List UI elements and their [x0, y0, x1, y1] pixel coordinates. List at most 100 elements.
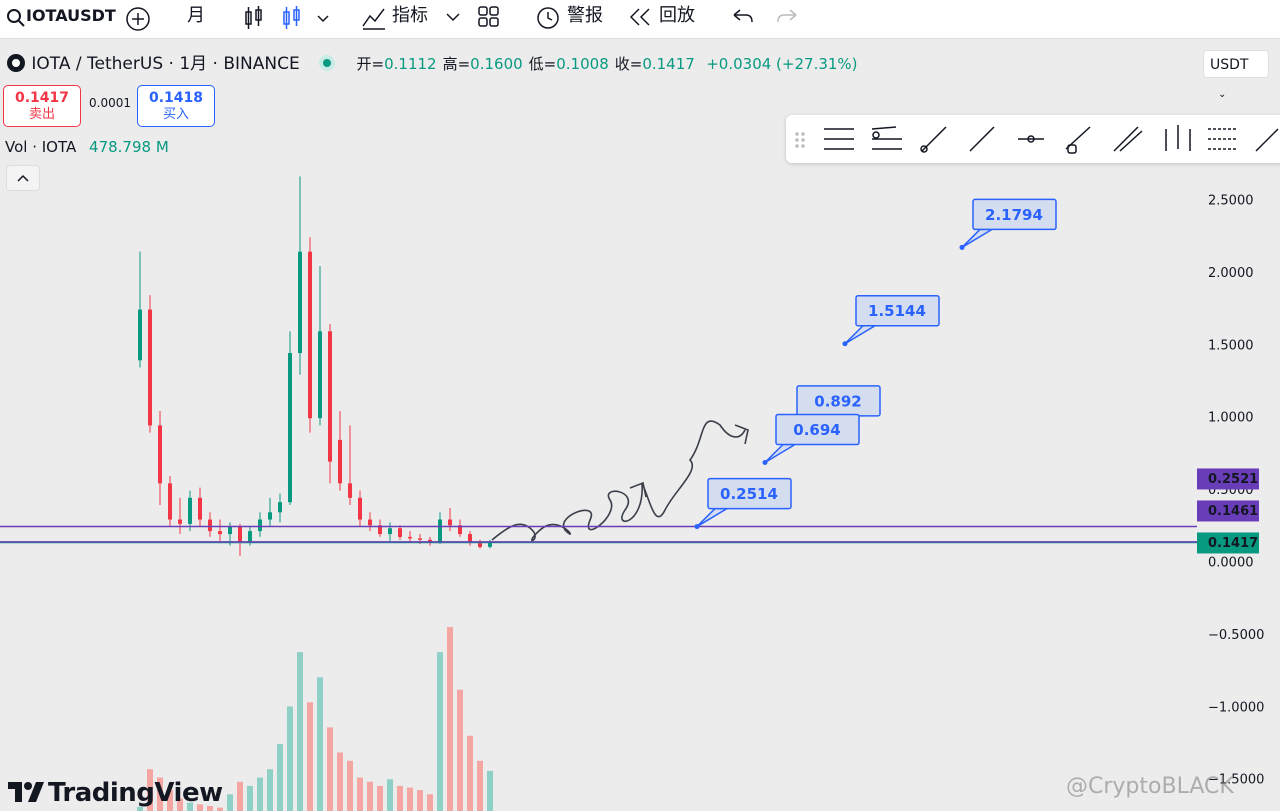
volume-bar	[447, 627, 453, 811]
volume-bar	[157, 777, 163, 811]
volume-bar	[427, 794, 433, 811]
candle-body	[388, 528, 392, 535]
volume-bar	[137, 806, 143, 811]
volume-bar	[377, 785, 383, 811]
candle-body	[248, 531, 252, 542]
market-status	[319, 55, 336, 71]
candle-body	[318, 331, 322, 419]
volume-bar	[257, 777, 263, 811]
volume-bar	[197, 804, 203, 811]
candle-body	[338, 439, 342, 484]
volume-bar	[487, 770, 493, 811]
projection-sketch	[491, 420, 749, 542]
layout-icon[interactable]	[477, 4, 501, 28]
candle-body	[298, 251, 302, 354]
price-badge	[1197, 500, 1259, 522]
volume-bar	[317, 677, 323, 811]
alert-icon[interactable]	[534, 3, 564, 33]
volume-bar	[267, 769, 273, 811]
brand-name: TradingView	[48, 778, 223, 808]
candle-body	[148, 309, 152, 426]
y-tick-label: −1.5000	[1208, 773, 1264, 788]
watermark: @CryptoBLACK	[1066, 774, 1234, 799]
price-badge	[1197, 468, 1259, 490]
volume-bar	[297, 652, 303, 811]
currency: USDT	[1210, 57, 1249, 73]
volume-bar	[357, 777, 363, 811]
symbol-legend: IOTA / TetherUS · 1月 · BINANCE 开=0.1112 高…	[6, 52, 858, 76]
candle-body	[178, 519, 182, 524]
collapse-button[interactable]	[6, 165, 40, 191]
currency-select[interactable]: USDT ⌄	[1203, 50, 1269, 100]
change: +0.0304 (+27.31%)	[706, 55, 858, 73]
volume-bar	[227, 794, 233, 811]
volume-bar	[437, 652, 443, 811]
candle-body	[378, 525, 382, 535]
buy-label: 买入	[162, 107, 189, 122]
sell-button[interactable]: 0.1417 卖出	[3, 85, 81, 127]
buy-button[interactable]: 0.1418 买入	[137, 85, 215, 127]
ohlc-value: 0.1008	[556, 55, 609, 73]
buy-price: 0.1418	[148, 90, 204, 106]
candle-body	[458, 525, 462, 535]
callout-tail	[961, 228, 995, 249]
candle-body	[208, 519, 212, 532]
volume-bar	[207, 805, 213, 811]
spread: 0.0001	[89, 96, 131, 110]
y-tick-label: 2.0000	[1208, 266, 1254, 281]
price-badge	[1197, 532, 1259, 554]
candle-body	[448, 519, 452, 526]
volume-bar	[287, 706, 293, 811]
volume-bar	[277, 744, 283, 811]
volume-bar	[477, 760, 483, 811]
ohlc-value: 0.1417	[642, 55, 695, 73]
callout-point	[842, 341, 848, 347]
indicators[interactable]: 指标	[392, 5, 428, 26]
undo-redo[interactable]	[730, 6, 800, 28]
alerts[interactable]: 警报	[567, 5, 603, 26]
callout-point	[694, 524, 700, 530]
interval[interactable]: 月	[187, 5, 205, 26]
candle-body	[278, 502, 282, 513]
volume-bar	[407, 787, 413, 811]
candle-body	[198, 497, 202, 520]
candle-body	[228, 526, 232, 535]
candle-body	[398, 528, 402, 537]
symbol-search[interactable]: IOTAUSDT	[26, 6, 116, 25]
y-tick-label: 2.5000	[1208, 194, 1254, 209]
candle-body	[358, 497, 362, 520]
callout-tail	[844, 324, 878, 345]
volume-bar	[327, 727, 333, 811]
callout-box	[855, 294, 940, 327]
replay-icon[interactable]	[628, 6, 654, 28]
brand-mark	[8, 782, 44, 802]
volume-label: Vol · IOTA	[5, 138, 77, 156]
y-tick-label: 1.0000	[1208, 411, 1254, 426]
volume-bar	[337, 752, 343, 811]
volume-bar	[187, 802, 193, 811]
ohlc-label: 高=	[442, 55, 471, 73]
ohlc-label: 低=	[528, 55, 557, 73]
callout-label: 2.1794	[985, 206, 1043, 224]
volume-bar	[367, 781, 373, 811]
search-icon[interactable]	[6, 8, 26, 28]
drawing-toolbar	[786, 115, 1280, 163]
volume-bar	[147, 769, 153, 811]
volume-value: 478.798 M	[89, 138, 169, 156]
candle-body	[168, 483, 172, 520]
y-tick-label: 0.0000	[1208, 555, 1254, 570]
replay[interactable]: 回放	[659, 5, 695, 26]
volume-bar	[347, 760, 353, 811]
sell-label: 卖出	[28, 107, 55, 122]
indicators-icon[interactable]	[360, 4, 388, 32]
candle-body	[238, 526, 242, 542]
volume-bar	[177, 798, 183, 811]
drawing-tools[interactable]	[786, 115, 1280, 163]
price-badge-label: 0.1417	[1208, 536, 1258, 551]
chart-type-icons[interactable]	[242, 4, 332, 32]
callout-point	[959, 244, 965, 250]
add-symbol[interactable]	[124, 5, 152, 33]
candle-body	[138, 309, 142, 361]
dropdown[interactable]	[444, 8, 462, 26]
